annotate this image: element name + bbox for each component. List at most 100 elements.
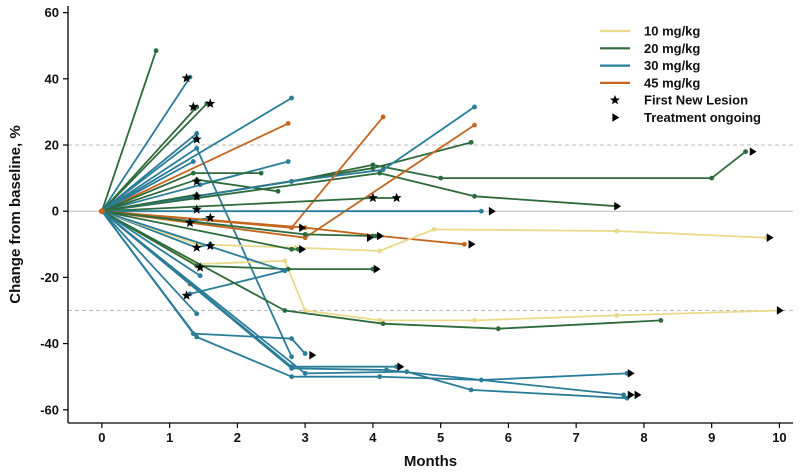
x-tick-label: 0	[98, 430, 105, 445]
treatment-ongoing-marker	[397, 362, 405, 372]
data-point	[194, 311, 200, 317]
data-point	[370, 162, 376, 168]
series-line	[101, 50, 157, 212]
data-point	[472, 318, 477, 323]
y-axis-title: Change from baseline, %	[7, 125, 24, 303]
data-point	[384, 367, 389, 373]
first-new-lesion-marker	[191, 191, 202, 201]
x-tick-label: 10	[772, 430, 786, 445]
x-tick-label: 1	[166, 430, 173, 445]
treatment-ongoing-marker	[634, 390, 642, 400]
treatment-ongoing-marker	[299, 223, 307, 233]
first-new-lesion-marker	[191, 204, 202, 214]
first-new-lesion-marker	[205, 98, 216, 108]
treatment-ongoing-marker	[373, 264, 381, 274]
data-point	[194, 145, 200, 151]
data-point	[472, 104, 477, 110]
data-point	[431, 226, 437, 232]
series-line	[101, 172, 617, 213]
legend-label: First New Lesion	[644, 93, 748, 108]
first-new-lesion-marker	[195, 262, 206, 272]
data-point	[377, 248, 383, 254]
legend-label: Treatment ongoing	[644, 110, 761, 125]
data-point	[282, 268, 288, 274]
first-new-lesion-marker	[191, 134, 202, 144]
legend-entry: Treatment ongoing	[612, 110, 761, 125]
x-tick-label: 4	[369, 430, 377, 445]
data-point	[282, 258, 288, 264]
y-tick-label: -20	[40, 270, 59, 285]
series-line	[101, 210, 201, 277]
treatment-ongoing-marker	[377, 231, 384, 241]
legend-label: 20 mg/kg	[644, 41, 700, 56]
treatment-ongoing-marker	[299, 244, 307, 254]
x-tick-label: 8	[640, 430, 647, 445]
legend-label: 30 mg/kg	[644, 58, 700, 73]
y-tick-label: 20	[45, 138, 59, 153]
series-line	[101, 102, 208, 212]
data-point	[302, 308, 308, 313]
data-point	[380, 321, 386, 327]
treatment-ongoing-marker	[468, 239, 476, 249]
data-point	[377, 318, 383, 323]
data-point	[468, 139, 474, 145]
first-new-lesion-marker	[181, 72, 192, 83]
data-point	[302, 351, 308, 356]
legend-entry: 10 mg/kg	[600, 24, 700, 39]
treatment-ongoing-marker	[749, 147, 757, 156]
data-point	[194, 334, 200, 340]
treatment-ongoing-marker	[627, 390, 635, 400]
data-point	[282, 308, 288, 313]
data-point	[472, 193, 477, 199]
data-point	[709, 175, 715, 181]
treatment-ongoing-marker	[766, 233, 774, 242]
data-point	[289, 336, 294, 342]
x-tick-label: 3	[302, 430, 309, 445]
data-point	[302, 231, 308, 237]
series-line	[101, 160, 194, 212]
legend-entry: First New Lesion	[610, 93, 748, 108]
x-tick-label: 2	[234, 430, 241, 445]
data-point	[380, 114, 386, 120]
data-point	[289, 365, 294, 371]
series-line	[101, 210, 465, 246]
treatment-ongoing-marker	[309, 350, 317, 360]
first-new-lesion-marker	[191, 176, 202, 186]
data-point	[495, 326, 501, 332]
y-tick-label: -40	[40, 336, 59, 351]
treatment-ongoing-marker	[488, 206, 496, 216]
data-point	[370, 165, 376, 171]
data-point	[289, 95, 294, 101]
data-point	[289, 374, 294, 380]
treatment-ongoing-marker	[614, 201, 622, 211]
data-point	[438, 175, 444, 181]
data-point	[614, 313, 620, 318]
first-new-lesion-marker	[185, 217, 195, 227]
data-point	[658, 318, 664, 323]
treatment-ongoing-marker	[366, 233, 374, 242]
series-line	[101, 122, 289, 213]
data-point	[614, 228, 620, 234]
data-point	[302, 235, 308, 241]
data-point	[478, 208, 484, 214]
first-new-lesion-marker	[191, 242, 202, 252]
data-point	[289, 246, 294, 252]
data-point	[289, 179, 294, 184]
y-tick-label: 60	[45, 5, 59, 20]
data-point	[289, 354, 294, 360]
legend: 10 mg/kg 20 mg/kg 30 mg/kg 45 mg/kg First Ne…	[600, 24, 761, 125]
x-tick-label: 5	[437, 430, 444, 445]
data-point	[98, 208, 105, 215]
data-point	[194, 131, 200, 136]
x-tick-label: 6	[505, 430, 512, 445]
first-new-lesion-marker	[391, 192, 402, 203]
markers	[181, 72, 784, 400]
first-new-lesion-marker	[367, 192, 378, 203]
data-point	[621, 392, 627, 398]
series-line	[101, 76, 191, 212]
y-tick-label: 0	[52, 204, 59, 219]
data-point	[377, 374, 383, 380]
series-line	[101, 210, 780, 322]
series-line	[101, 137, 198, 212]
